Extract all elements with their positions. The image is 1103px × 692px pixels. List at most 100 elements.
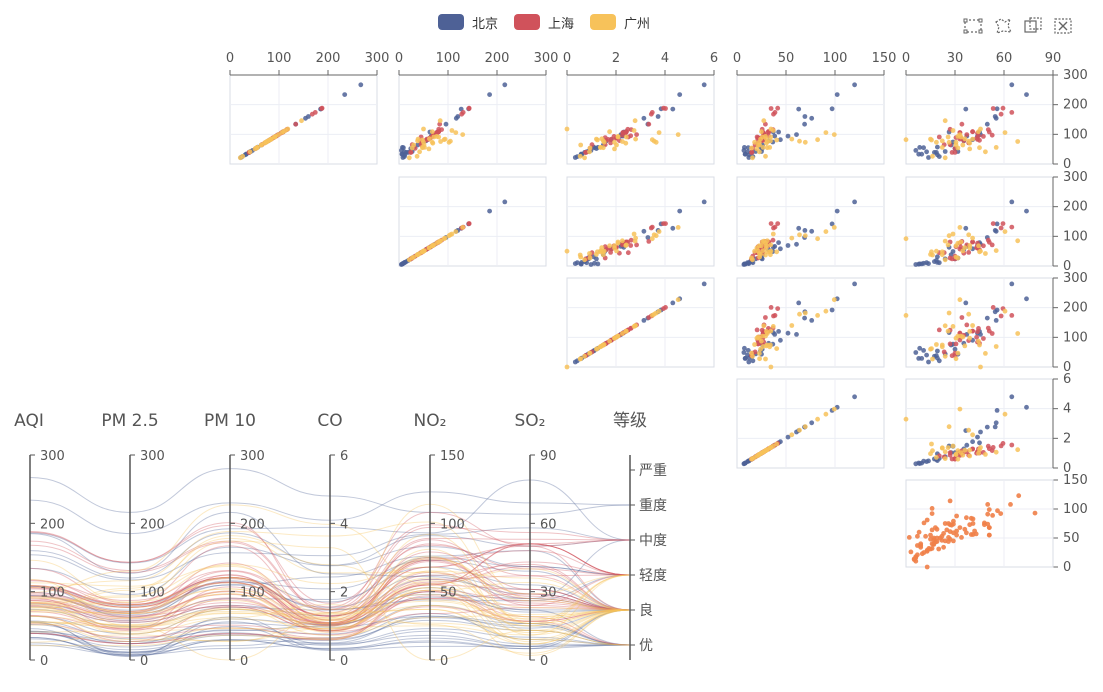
keep-selected-icon[interactable] [1023,16,1043,36]
scatter-point [978,364,983,370]
scatter-point [455,114,461,119]
scatter-point [434,130,440,136]
scatter-point [632,238,638,244]
scatter-point [815,416,820,422]
scatter-point [794,241,799,247]
scatter-point [758,346,763,352]
rect-select-icon[interactable] [963,16,983,36]
scatter-point [962,526,968,532]
scatter-point [992,228,998,233]
scatter-point [942,118,948,124]
parallel-axis-title: PM 10 [204,411,256,431]
scatter-point [293,121,299,127]
scatter-point [675,225,681,230]
scatter-point [768,134,774,140]
scatter-point [582,257,587,263]
clear-selection-icon[interactable] [1053,16,1073,36]
scatter-point [929,346,934,351]
scatter-point [928,451,933,457]
scatter-cell [564,74,715,165]
scatter-point [903,416,909,422]
scatter-point [634,242,639,248]
parallel-tick-label: 50 [440,586,457,601]
y-tick-label: 0 [1063,259,1071,274]
scatter-point [415,252,421,257]
scatter-cell [398,176,547,267]
scatter-point [957,525,963,530]
scatter-point [653,233,659,239]
scatter-point [415,136,421,142]
scatter-point [746,260,752,265]
scatter-point [993,344,999,349]
parallel-tick-label: 150 [440,449,465,464]
scatter-point [983,149,988,155]
parallel-tick-label: 200 [40,517,65,532]
scatter-point [746,359,752,365]
scatter-point [967,522,973,528]
scatter-point [646,121,652,127]
scatter-point [797,232,802,238]
scatter-point [577,153,583,159]
scatter-point [768,221,774,227]
scatter-point [772,313,778,318]
scatter-point [970,239,975,245]
cell-frame [736,378,885,469]
scatter-point [831,297,837,303]
scatter-point [701,199,707,205]
scatter-point [802,228,808,233]
scatter-matrix: 0 100 200 300 0 100 200 300 0 2 4 6 0 50 100 150 0 30 60 90… [226,51,1088,575]
scatter-point [964,132,970,138]
scatter-point [653,139,659,145]
legend-swatch [438,14,464,30]
scatter-point [656,130,662,136]
scatter-point [942,521,948,526]
scatter-point [427,136,432,142]
scatter-point [628,133,634,139]
scatter-point [434,134,440,139]
scatter-point [612,146,617,152]
scatter-point [908,549,914,555]
scatter-point [768,248,774,254]
scatter-point [312,110,318,115]
scatter-point [588,262,594,267]
scatter-point [809,318,815,323]
scatter-point [607,243,612,249]
scatter-point [913,461,919,467]
scatter-point [1002,229,1008,235]
x-tick-label: 4 [661,51,669,66]
legend-swatch [514,14,541,30]
scatter-point [958,244,964,250]
scatter-point [924,149,929,155]
scatter-point [745,348,751,353]
scatter-point [955,145,961,151]
scatter-point [426,146,432,152]
scatter-point [941,531,946,536]
scatter-point [760,248,766,254]
scatter-point [645,235,651,240]
scatter-point [754,146,760,152]
scatter-point [986,532,992,538]
legend-item-2[interactable]: 广州 [590,13,650,32]
scatter-point [1009,110,1015,115]
scatter-point [921,348,926,353]
x-tick-label: 300 [534,51,559,66]
scatter-point [1009,313,1015,318]
legend-item-0[interactable]: 北京 [438,13,498,32]
scatter-point [915,533,920,539]
scatter-point [923,533,928,539]
scatter-point [964,322,970,328]
scatter-point [633,136,638,142]
scatter-point [770,324,776,329]
legend-item-1[interactable]: 上海 [514,13,574,32]
scatter-point [785,243,791,248]
lasso-select-icon[interactable] [993,16,1013,36]
scatter-point [915,552,920,558]
scatter-point [789,323,795,328]
x-tick-label: 200 [316,51,341,66]
scatter-point [809,115,815,121]
scatter-point [778,137,783,143]
scatter-point [946,233,952,239]
scatter-point [802,424,808,430]
scatter-point [597,145,603,150]
legend-swatch [590,14,617,30]
